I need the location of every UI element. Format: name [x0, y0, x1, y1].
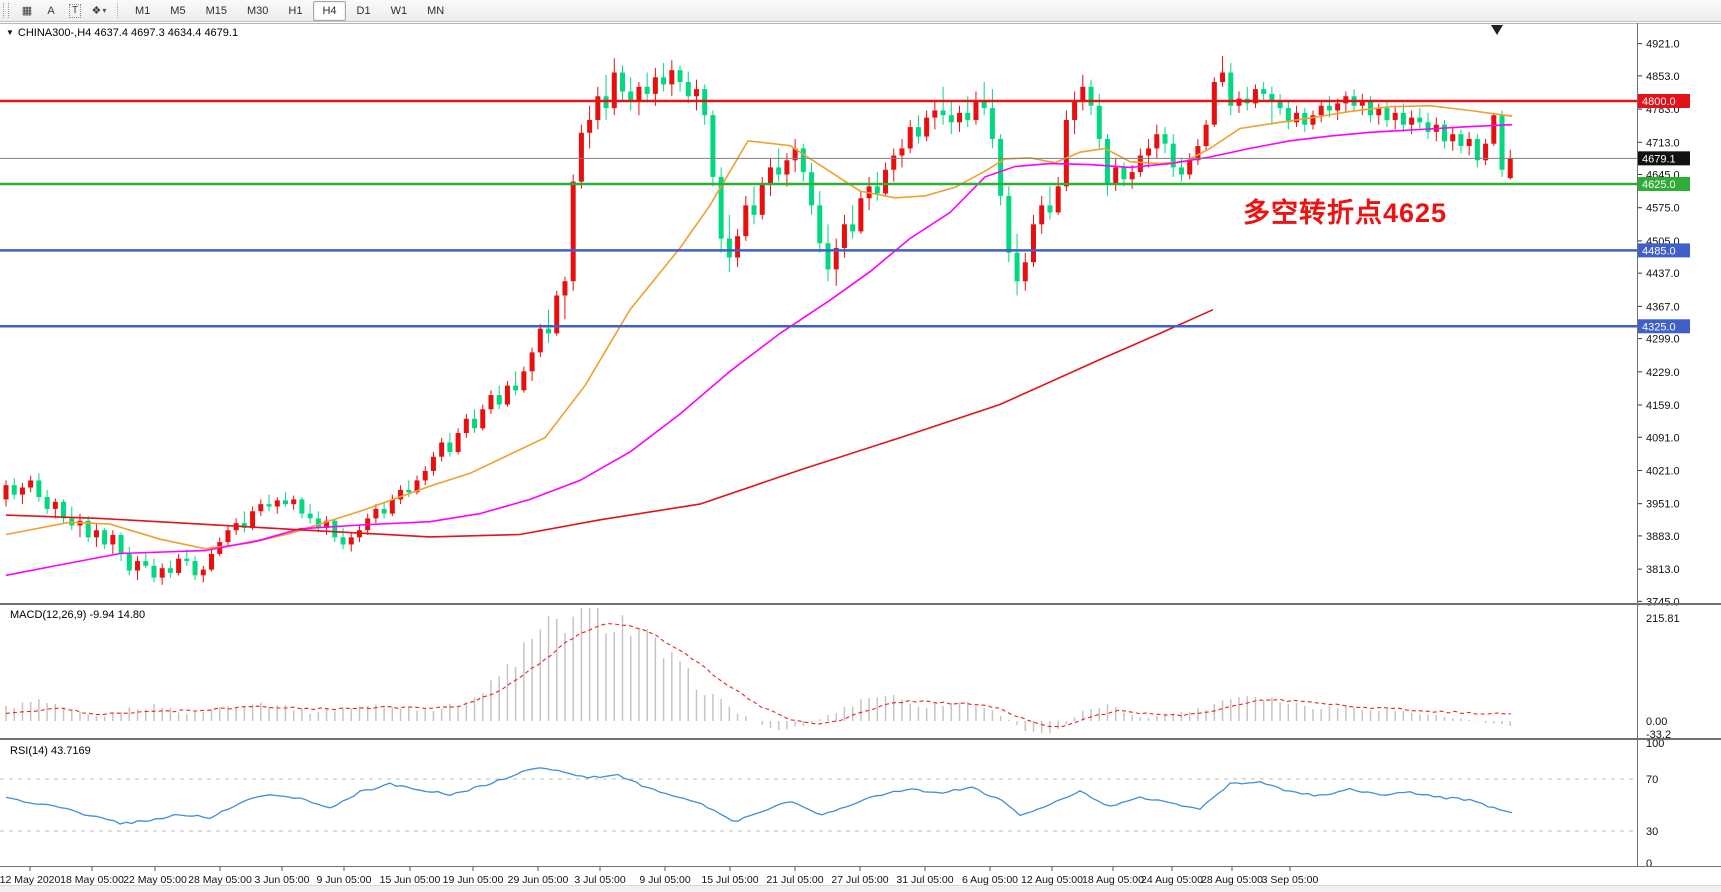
price-annotation: 多空转折点4625: [1243, 198, 1448, 228]
svg-text:4091.0: 4091.0: [1646, 432, 1680, 444]
symbol-title-text: CHINA300-,H4 4637.4 4697.3 4634.4 4679.1: [17, 27, 239, 39]
timeframe-button-m30[interactable]: M30: [246, 4, 269, 17]
svg-text:4437.0: 4437.0: [1646, 268, 1680, 280]
toolbar-separator: [117, 3, 119, 18]
objects-icon[interactable]: ❖ ▾: [91, 5, 107, 17]
svg-text:9 Jun 05:00: 9 Jun 05:00: [317, 874, 372, 886]
svg-text:4679.1: 4679.1: [1642, 153, 1676, 165]
toolbar: ▦ A T ❖ ▾ M1 M5 M15 M30 H1 H4 D1 W1 MN: [0, 0, 1721, 22]
svg-text:4575.0: 4575.0: [1646, 203, 1680, 215]
svg-text:215.81: 215.81: [1646, 613, 1680, 625]
svg-text:0.00: 0.00: [1646, 716, 1667, 728]
svg-text:12 Aug 05:00: 12 Aug 05:00: [1021, 874, 1083, 886]
font-label-icon[interactable]: A: [47, 4, 55, 17]
svg-text:3883.0: 3883.0: [1646, 531, 1680, 543]
objects-dropdown-caret: ▾: [102, 6, 107, 15]
svg-text:24 Aug 05:00: 24 Aug 05:00: [1141, 874, 1203, 886]
svg-text:12 May 2020: 12 May 2020: [0, 874, 61, 886]
svg-text:3 Jul 05:00: 3 Jul 05:00: [574, 874, 626, 886]
text-box-icon[interactable]: T: [64, 1, 86, 21]
svg-text:0: 0: [1646, 858, 1652, 870]
svg-text:4021.0: 4021.0: [1646, 465, 1680, 477]
svg-text:18 May 05:00: 18 May 05:00: [60, 874, 124, 886]
svg-text:15 Jul 05:00: 15 Jul 05:00: [701, 874, 758, 886]
svg-text:3745.0: 3745.0: [1646, 596, 1680, 608]
svg-text:28 Aug 05:00: 28 Aug 05:00: [1201, 874, 1263, 886]
macd-indicator-label: MACD(12,26,9) -9.94 14.80: [10, 609, 146, 621]
svg-text:4713.0: 4713.0: [1646, 137, 1680, 149]
svg-text:3 Sep 05:00: 3 Sep 05:00: [1262, 874, 1319, 886]
svg-text:3813.0: 3813.0: [1646, 564, 1680, 576]
svg-text:4367.0: 4367.0: [1646, 301, 1680, 313]
svg-text:28 May 05:00: 28 May 05:00: [188, 874, 252, 886]
svg-text:4800.0: 4800.0: [1642, 96, 1676, 108]
svg-text:4159.0: 4159.0: [1646, 400, 1680, 412]
svg-text:31 Jul 05:00: 31 Jul 05:00: [896, 874, 953, 886]
svg-text:4229.0: 4229.0: [1646, 367, 1680, 379]
svg-text:3 Jun 05:00: 3 Jun 05:00: [255, 874, 310, 886]
timeframe-button-group: M1 M5 M15 M30 H1 H4 D1 W1 MN: [125, 0, 454, 21]
svg-text:70: 70: [1646, 774, 1658, 786]
symbol-title[interactable]: ▼ CHINA300-,H4 4637.4 4697.3 4634.4 4679.…: [6, 27, 238, 39]
svg-text:22 May 05:00: 22 May 05:00: [123, 874, 187, 886]
rsi-indicator-label: RSI(14) 43.7169: [10, 745, 91, 757]
timeframe-button-h1[interactable]: H1: [288, 4, 303, 17]
svg-text:30: 30: [1646, 826, 1658, 838]
svg-text:27 Jul 05:00: 27 Jul 05:00: [831, 874, 888, 886]
svg-text:4921.0: 4921.0: [1646, 39, 1680, 51]
svg-text:19 Jun 05:00: 19 Jun 05:00: [443, 874, 504, 886]
svg-text:3951.0: 3951.0: [1646, 499, 1680, 511]
svg-text:29 Jun 05:00: 29 Jun 05:00: [508, 874, 569, 886]
svg-text:4625.0: 4625.0: [1642, 179, 1676, 191]
svg-text:100: 100: [1646, 738, 1664, 750]
svg-text:21 Jul 05:00: 21 Jul 05:00: [766, 874, 823, 886]
svg-text:9 Jul 05:00: 9 Jul 05:00: [639, 874, 691, 886]
svg-text:4299.0: 4299.0: [1646, 334, 1680, 346]
status-strip: [0, 885, 1721, 892]
svg-text:4485.0: 4485.0: [1642, 245, 1676, 257]
timeframe-button-mn[interactable]: MN: [427, 4, 445, 17]
chevron-down-icon[interactable]: ▼: [6, 28, 14, 37]
data-window-icon[interactable]: ▦: [21, 5, 33, 17]
timeframe-button-m1[interactable]: M1: [135, 4, 151, 17]
timeframe-button-w1[interactable]: W1: [390, 4, 408, 17]
svg-text:4325.0: 4325.0: [1642, 321, 1676, 333]
toolbar-grip[interactable]: [3, 3, 9, 18]
timeframe-button-m5[interactable]: M5: [170, 4, 186, 17]
timeframe-button-h4[interactable]: H4: [313, 0, 346, 21]
svg-text:4853.0: 4853.0: [1646, 71, 1680, 83]
svg-text:15 Jun 05:00: 15 Jun 05:00: [380, 874, 441, 886]
svg-text:6 Aug 05:00: 6 Aug 05:00: [962, 874, 1018, 886]
timeframe-button-d1[interactable]: D1: [356, 4, 371, 17]
svg-text:18 Aug 05:00: 18 Aug 05:00: [1082, 874, 1144, 886]
timeframe-button-m15[interactable]: M15: [205, 4, 227, 17]
